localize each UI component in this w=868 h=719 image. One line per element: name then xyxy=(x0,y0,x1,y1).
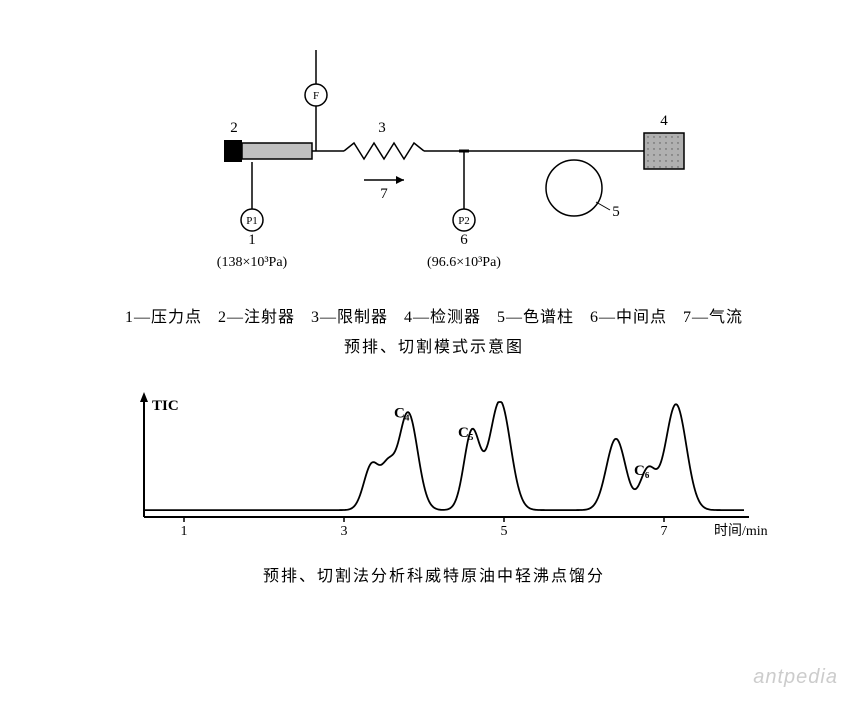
svg-text:3: 3 xyxy=(341,524,348,539)
watermark: antpedia xyxy=(753,666,838,689)
schematic-caption: 预排、切割模式示意图 xyxy=(20,333,848,357)
schematic-svg: 2 F 3 7 4 5 P1 1 P2 6 (138×10³Pa) (96.6×10³Pa) xyxy=(84,40,784,280)
svg-text:4: 4 xyxy=(660,113,668,129)
svg-text:P2: P2 xyxy=(458,215,470,227)
svg-text:1: 1 xyxy=(248,232,256,248)
svg-text:1: 1 xyxy=(181,524,188,539)
chart-svg: TIC 1 3 5 7 时间/min C₄ C₅ C₆ xyxy=(84,387,784,547)
chart-caption: 预排、切割法分析科威特原油中轻沸点馏分 xyxy=(20,562,848,586)
svg-text:(138×10³Pa): (138×10³Pa) xyxy=(217,255,288,270)
svg-text:7: 7 xyxy=(661,524,668,539)
svg-text:6: 6 xyxy=(460,232,468,248)
legend-item: 2—注射器 xyxy=(218,303,295,327)
svg-text:C₅: C₅ xyxy=(458,425,474,441)
svg-text:C₆: C₆ xyxy=(634,463,650,479)
svg-text:3: 3 xyxy=(378,120,386,136)
legend-item: 1—压力点 xyxy=(125,303,202,327)
svg-text:P1: P1 xyxy=(246,215,258,227)
svg-text:C₄: C₄ xyxy=(394,405,410,421)
legend-item: 7—气流 xyxy=(683,303,743,327)
legend-line: 1—压力点 2—注射器 3—限制器 4—检测器 5—色谱柱 6—中间点 7—气流 xyxy=(20,303,848,327)
svg-text:时间/min: 时间/min xyxy=(714,523,768,539)
svg-text:TIC: TIC xyxy=(152,398,179,414)
svg-text:7: 7 xyxy=(380,186,388,202)
svg-text:5: 5 xyxy=(612,204,620,220)
legend-item: 4—检测器 xyxy=(404,303,481,327)
svg-text:F: F xyxy=(313,90,319,102)
svg-text:(96.6×10³Pa): (96.6×10³Pa) xyxy=(427,255,501,270)
chromatogram-chart: TIC 1 3 5 7 时间/min C₄ C₅ C₆ xyxy=(84,387,784,552)
legend-item: 6—中间点 xyxy=(590,303,667,327)
svg-text:5: 5 xyxy=(501,524,508,539)
legend-item: 5—色谱柱 xyxy=(497,303,574,327)
schematic-diagram: 2 F 3 7 4 5 P1 1 P2 6 (138×10³Pa) (96.6×10³Pa) xyxy=(84,40,784,285)
svg-text:2: 2 xyxy=(230,120,238,136)
legend-item: 3—限制器 xyxy=(311,303,388,327)
